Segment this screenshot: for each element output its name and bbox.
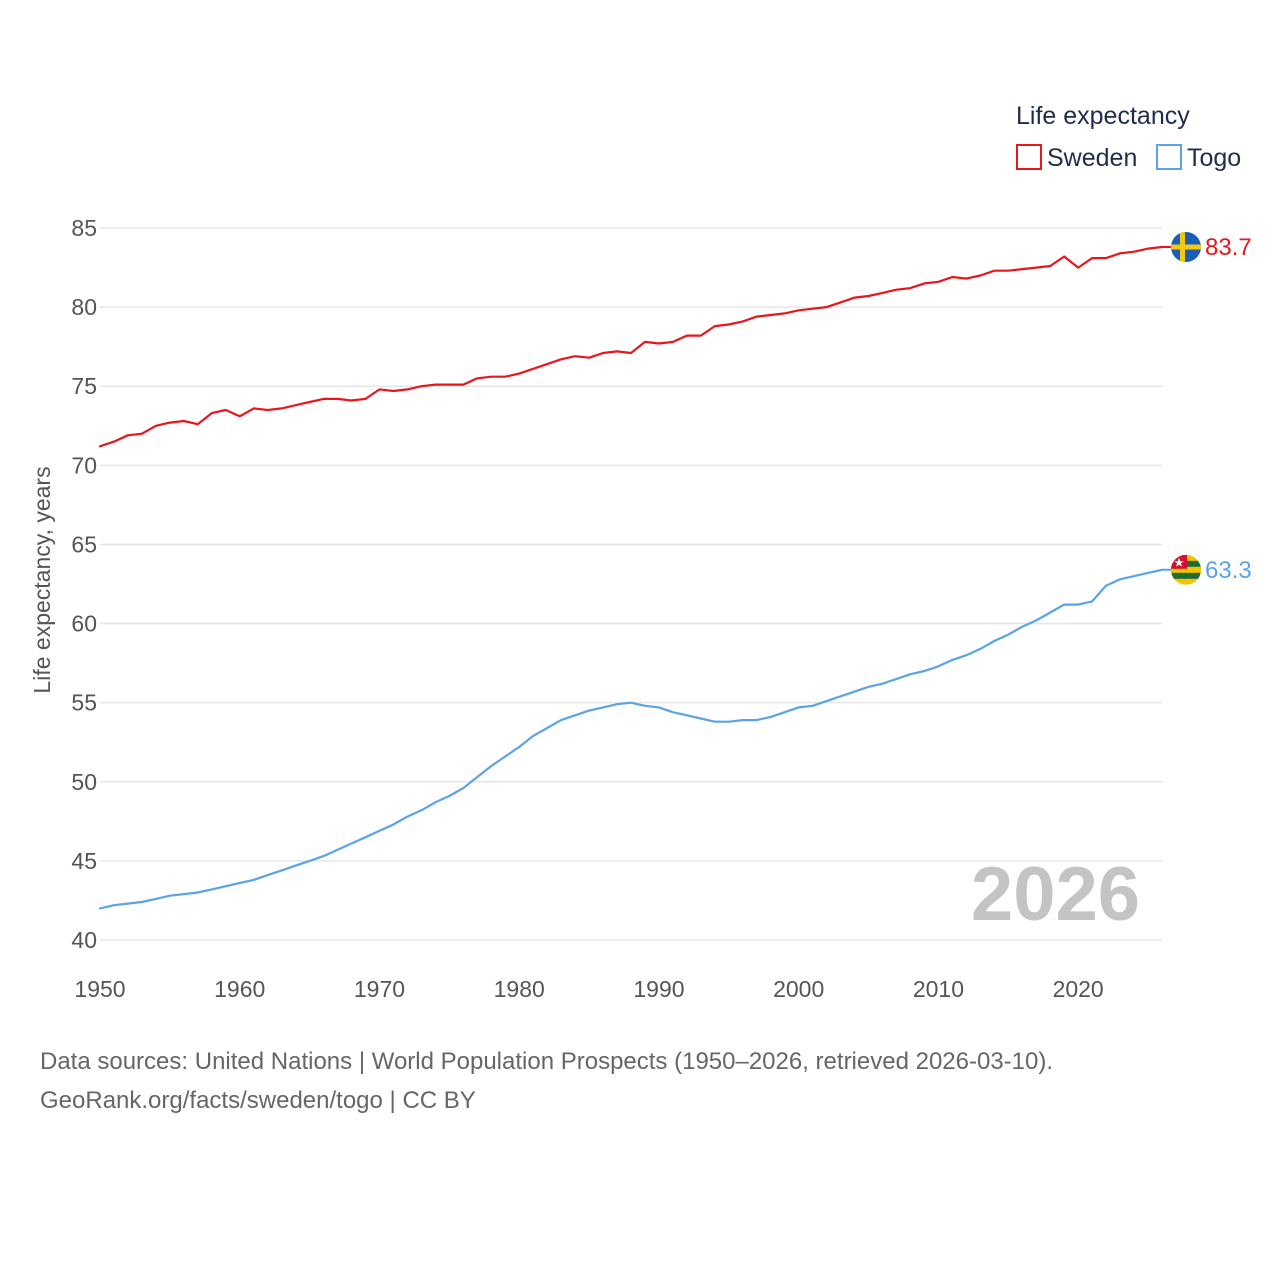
y-tick-label: 70 — [71, 452, 97, 478]
series-lines — [98, 245, 1172, 910]
legend-swatch-togo — [1156, 144, 1182, 170]
data-sources-text: Data sources: United Nations | World Pop… — [40, 1048, 1054, 1075]
y-tick-label: 80 — [71, 294, 97, 320]
y-tick-label: 85 — [71, 215, 97, 241]
x-tick-label: 1970 — [354, 976, 405, 1002]
legend-item-sweden[interactable]: Sweden — [1016, 144, 1137, 172]
legend-swatch-sweden — [1016, 144, 1042, 170]
series-line-sweden — [98, 245, 1164, 448]
y-tick-label: 45 — [71, 848, 97, 874]
legend-item-togo[interactable]: Togo — [1156, 144, 1241, 172]
attribution-text: GeoRank.org/facts/sweden/togo | CC BY — [40, 1087, 476, 1114]
x-axis-ticks: 1950 1960 1970 1980 1990 2000 2010 2020 — [74, 976, 1103, 1002]
y-axis-ticks: 40 45 50 55 60 65 70 75 80 85 — [71, 215, 97, 953]
y-tick-label: 60 — [71, 611, 97, 637]
y-tick-label: 55 — [71, 690, 97, 716]
sweden-end-label: 83.7 — [1205, 234, 1252, 261]
x-tick-label: 2000 — [773, 976, 824, 1002]
life-expectancy-chart: 40 45 50 55 60 65 70 75 80 85 1950 1960 1970 1980 199… — [29, 102, 1252, 1002]
end-markers: 83.7 63.3 — [1171, 232, 1252, 585]
x-tick-label: 1950 — [74, 976, 125, 1002]
y-tick-label: 50 — [71, 769, 97, 795]
togo-flag-icon — [1171, 554, 1201, 585]
legend-title: Life expectancy — [1016, 102, 1190, 130]
sweden-flag-icon — [1171, 232, 1201, 262]
togo-end-label: 63.3 — [1205, 557, 1252, 584]
series-line-togo — [98, 568, 1164, 910]
x-tick-label: 1960 — [214, 976, 265, 1002]
x-tick-label: 1990 — [633, 976, 684, 1002]
y-tick-label: 40 — [71, 927, 97, 953]
x-tick-label: 1980 — [494, 976, 545, 1002]
y-tick-label: 75 — [71, 373, 97, 399]
x-tick-label: 2020 — [1053, 976, 1104, 1002]
year-watermark: 2026 — [971, 852, 1140, 937]
y-tick-label: 65 — [71, 531, 97, 557]
x-tick-label: 2010 — [913, 976, 964, 1002]
legend: Life expectancy Sweden Togo — [1016, 102, 1241, 172]
legend-label-sweden: Sweden — [1047, 144, 1137, 172]
gridlines — [100, 227, 1162, 941]
legend-label-togo: Togo — [1187, 144, 1241, 172]
y-axis-title: Life expectancy, years — [29, 466, 55, 693]
footer: Data sources: United Nations | World Pop… — [40, 1042, 1260, 1120]
